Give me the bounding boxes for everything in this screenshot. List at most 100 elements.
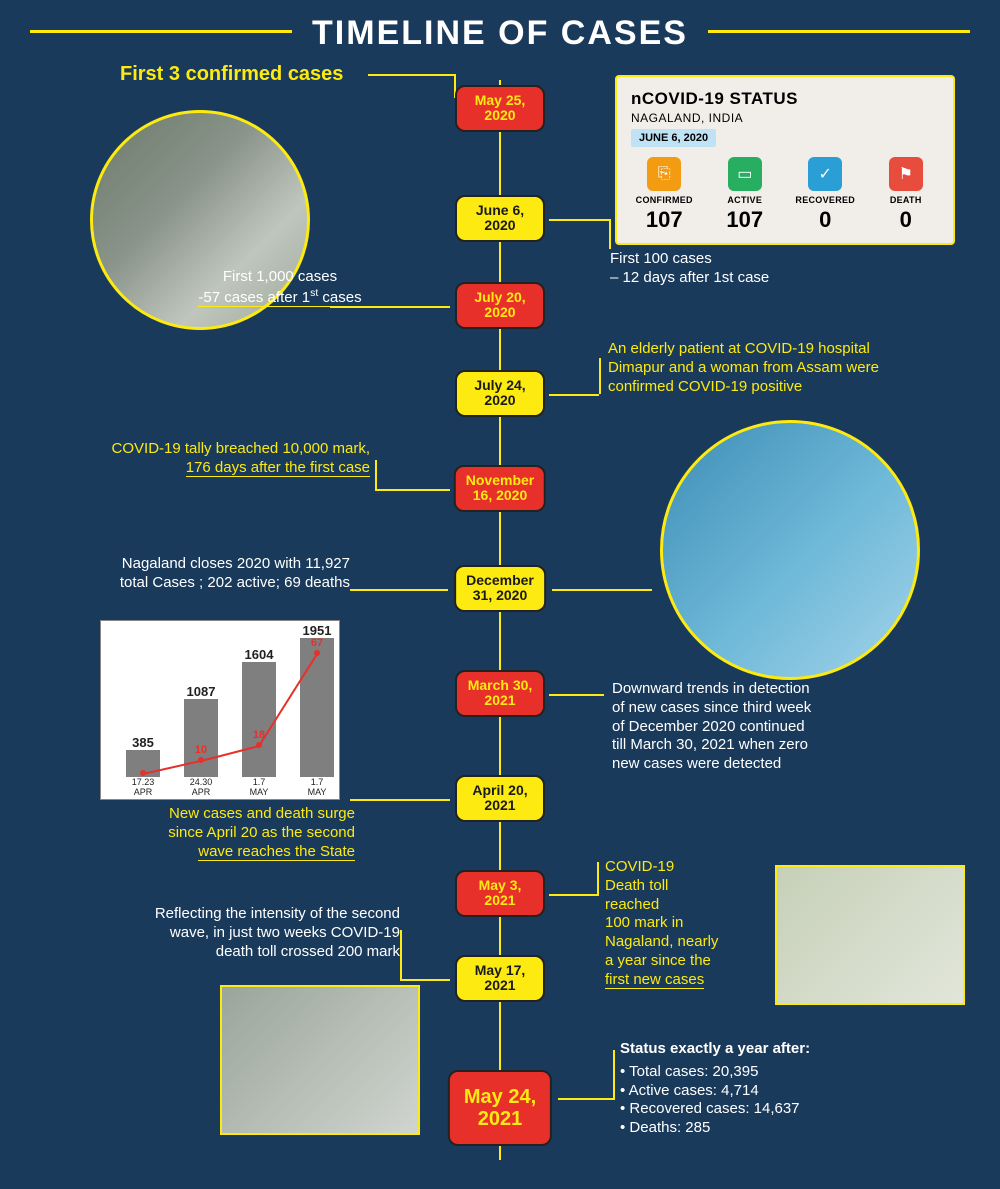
bullet: Deaths: 285 bbox=[620, 1119, 960, 1138]
connector-jul24-v bbox=[599, 358, 601, 394]
connector-may24 bbox=[558, 1098, 613, 1100]
death-icon: ⚑ bbox=[889, 157, 923, 191]
caption-line: since April 20 as the second bbox=[100, 824, 355, 843]
caption-line: Death toll bbox=[605, 877, 765, 896]
caption-line: of new cases since third week bbox=[612, 699, 892, 718]
caption-apr20: New cases and death surge since April 20… bbox=[100, 805, 355, 861]
caption-jun6: First 100 cases – 12 days after 1st case bbox=[610, 250, 769, 288]
photo-vaccination bbox=[775, 865, 965, 1005]
timeline-node-mar30: March 30,2021 bbox=[455, 670, 545, 717]
caption-line: of December 2020 continued bbox=[612, 718, 892, 737]
caption-line: COVID-19 bbox=[605, 858, 765, 877]
status-item-recovered: ✓ RECOVERED 0 bbox=[792, 157, 859, 233]
caption-line: New cases and death surge bbox=[100, 805, 355, 824]
timeline-node-dec31: December31, 2020 bbox=[454, 565, 546, 612]
status-title: nCOVID-19 STATUS bbox=[631, 89, 939, 109]
status-bullets: Total cases: 20,395 Active cases: 4,714 … bbox=[620, 1063, 960, 1138]
photo-health-workers bbox=[660, 420, 920, 680]
confirmed-icon: ⎘ bbox=[647, 157, 681, 191]
status-item-active: ▭ ACTIVE 107 bbox=[712, 157, 779, 233]
status-label: DEATH bbox=[873, 195, 940, 205]
caption-title: Status exactly a year after: bbox=[620, 1040, 960, 1059]
connector-jun6 bbox=[549, 219, 609, 221]
connector-jun6-v bbox=[609, 219, 611, 249]
caption-line: Downward trends in detection bbox=[612, 680, 892, 699]
connector-may24-v bbox=[613, 1050, 615, 1100]
caption-line: – 12 days after 1st case bbox=[610, 269, 769, 288]
caption-line: Dimapur and a woman from Assam were bbox=[608, 359, 968, 378]
status-value: 107 bbox=[631, 207, 698, 233]
timeline-node-nov16: November16, 2020 bbox=[454, 465, 546, 512]
bullet: Total cases: 20,395 bbox=[620, 1063, 960, 1082]
timeline-node-apr20: April 20,2021 bbox=[455, 775, 545, 822]
status-value: 107 bbox=[712, 207, 779, 233]
status-label: RECOVERED bbox=[792, 195, 859, 205]
page-header: TIMELINE OF CASES bbox=[0, 14, 1000, 53]
status-value: 0 bbox=[873, 207, 940, 233]
connector-may3 bbox=[549, 894, 597, 896]
recovered-icon: ✓ bbox=[808, 157, 842, 191]
caption-line: wave reaches the State bbox=[100, 843, 355, 862]
caption-line: till March 30, 2021 when zero bbox=[612, 736, 892, 755]
connector-nov16-v bbox=[375, 460, 377, 490]
headline-text: First 3 confirmed cases bbox=[120, 63, 343, 85]
status-subtitle: NAGALAND, INDIA bbox=[631, 111, 939, 125]
status-items-row: ⎘ CONFIRMED 107 ▭ ACTIVE 107 ✓ RECOVERED… bbox=[631, 157, 939, 233]
caption-line: First 1,000 cases bbox=[165, 268, 395, 287]
connector-mar30 bbox=[549, 694, 604, 696]
headline-first-3-cases: First 3 confirmed cases bbox=[120, 62, 343, 87]
timeline-node-jul24: July 24,2020 bbox=[455, 370, 545, 417]
bullet: Recovered cases: 14,637 bbox=[620, 1100, 960, 1119]
caption-jul20: First 1,000 cases -57 cases after 1st ca… bbox=[165, 268, 395, 308]
timeline-node-jul20: July 20,2020 bbox=[455, 282, 545, 329]
caption-line: total Cases ; 202 active; 69 deaths bbox=[55, 574, 350, 593]
page-title: TIMELINE OF CASES bbox=[292, 14, 708, 53]
chart-cases-bar-line: 38517.23APR108724.30APR16041.7MAY19511.7… bbox=[100, 620, 340, 800]
caption-line: death toll crossed 200 mark bbox=[75, 943, 400, 962]
connector-may17-v bbox=[400, 930, 402, 980]
caption-line: 100 mark in bbox=[605, 914, 765, 933]
timeline-node-may3: May 3,2021 bbox=[455, 870, 545, 917]
status-date-badge: JUNE 6, 2020 bbox=[631, 129, 716, 147]
timeline-node-may24: May 24,2021 bbox=[448, 1070, 552, 1146]
status-value: 0 bbox=[792, 207, 859, 233]
caption-line: Nagaland closes 2020 with 11,927 bbox=[55, 555, 350, 574]
caption-may24: Status exactly a year after: Total cases… bbox=[620, 1040, 960, 1138]
status-item-confirmed: ⎘ CONFIRMED 107 bbox=[631, 157, 698, 233]
connector-dec31-l bbox=[350, 589, 448, 591]
caption-line: new cases were detected bbox=[612, 755, 892, 774]
connector-headline bbox=[368, 74, 456, 76]
caption-line: confirmed COVID-19 positive bbox=[608, 378, 968, 397]
caption-line: wave, in just two weeks COVID-19 bbox=[75, 924, 400, 943]
caption-line: first new cases bbox=[605, 971, 765, 990]
timeline-node-jun6: June 6,2020 bbox=[455, 195, 545, 242]
caption-mar30: Downward trends in detection of new case… bbox=[612, 680, 892, 774]
caption-line: First 100 cases bbox=[610, 250, 769, 269]
connector-may17 bbox=[400, 979, 450, 981]
caption-nov16: COVID-19 tally breached 10,000 mark, 176… bbox=[60, 440, 370, 478]
timeline-node-may25: May 25,2020 bbox=[455, 85, 545, 132]
bullet: Active cases: 4,714 bbox=[620, 1082, 960, 1101]
caption-may17: Reflecting the intensity of the second w… bbox=[75, 905, 400, 961]
caption-line: a year since the bbox=[605, 952, 765, 971]
timeline-node-may17: May 17,2021 bbox=[455, 955, 545, 1002]
caption-line: Nagaland, nearly bbox=[605, 933, 765, 952]
status-item-death: ⚑ DEATH 0 bbox=[873, 157, 940, 233]
active-icon: ▭ bbox=[728, 157, 762, 191]
status-label: CONFIRMED bbox=[631, 195, 698, 205]
status-label: ACTIVE bbox=[712, 195, 779, 205]
caption-line: Reflecting the intensity of the second bbox=[75, 905, 400, 924]
connector-may3-v bbox=[597, 862, 599, 896]
caption-line: COVID-19 tally breached 10,000 mark, bbox=[60, 440, 370, 459]
caption-jul24: An elderly patient at COVID-19 hospital … bbox=[608, 340, 968, 396]
photo-oxygen-plant bbox=[220, 985, 420, 1135]
caption-may3: COVID-19 Death toll reached 100 mark in … bbox=[605, 858, 765, 989]
connector-apr20 bbox=[350, 799, 450, 801]
caption-line: -57 cases after 1st cases bbox=[165, 287, 395, 308]
caption-dec31: Nagaland closes 2020 with 11,927 total C… bbox=[55, 555, 350, 593]
caption-line: 176 days after the first case bbox=[60, 459, 370, 478]
connector-dec31-r bbox=[552, 589, 652, 591]
caption-line: reached bbox=[605, 896, 765, 915]
status-card: nCOVID-19 STATUS NAGALAND, INDIA JUNE 6,… bbox=[615, 75, 955, 245]
connector-nov16 bbox=[375, 489, 450, 491]
